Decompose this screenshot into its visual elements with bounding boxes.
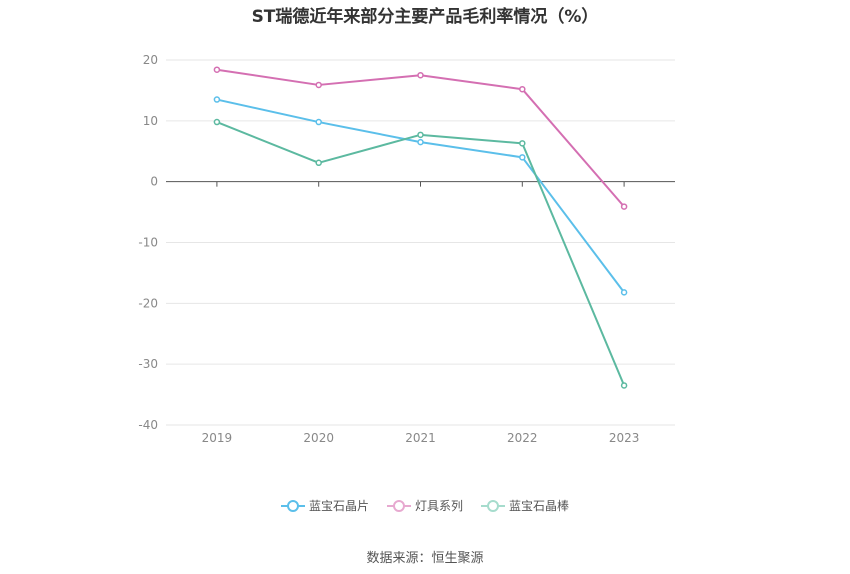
chart-title: ST瑞德近年来部分主要产品毛利率情况（%） — [251, 7, 599, 27]
data-point-series-0 — [315, 118, 322, 126]
legend-marker-icon — [481, 499, 505, 512]
data-point-series-2 — [315, 159, 322, 167]
y-tick-label: -20 — [138, 296, 158, 310]
legend-marker-icon — [280, 499, 305, 512]
data-point-series-1 — [213, 66, 221, 73]
data-point-series-1 — [519, 85, 526, 93]
legend-label: 灯具系列 — [414, 499, 463, 513]
legend-item-series-1[interactable]: 灯具系列 — [386, 497, 463, 514]
data-point-series-2 — [417, 131, 424, 139]
legend-item-series-2[interactable]: 蓝宝石晶棒 — [481, 497, 569, 514]
x-tick-label: 2022 — [507, 431, 538, 445]
data-point-series-2 — [519, 140, 526, 147]
data-point-series-0 — [519, 154, 526, 161]
data-point-series-1 — [417, 71, 424, 79]
y-tick-label: -10 — [138, 236, 158, 250]
legend-label: 蓝宝石晶棒 — [509, 499, 570, 513]
y-tick-label: -40 — [138, 418, 158, 432]
x-tick-label: 2023 — [609, 431, 640, 445]
y-tick-label: 10 — [143, 114, 158, 128]
line-chart: 20 10 0 -10 -20 -30 -40 2019 2020 2021 2022 2023 — [138, 53, 675, 445]
x-tick-label: 2020 — [303, 431, 334, 445]
data-point-series-2 — [213, 118, 221, 126]
data-point-series-0 — [417, 138, 424, 146]
source-note: 数据来源：恒生聚源 — [366, 551, 484, 566]
data-point-series-0 — [620, 289, 628, 296]
x-tick-label: 2019 — [202, 431, 233, 445]
legend-item-series-0[interactable]: 蓝宝石晶片 — [280, 497, 369, 514]
legend-label: 蓝宝石晶片 — [308, 499, 369, 513]
legend: 蓝宝石晶片 灯具系列 蓝宝石晶棒 — [0, 497, 850, 514]
series-line-2 — [216, 121, 626, 386]
data-point-series-1 — [315, 81, 322, 89]
y-tick-label: 20 — [143, 53, 158, 67]
data-point-series-0 — [213, 96, 221, 103]
data-point-series-2 — [620, 382, 628, 389]
x-tick-label: 2021 — [405, 431, 436, 445]
series-line-0 — [216, 98, 625, 293]
y-tick-label: -30 — [138, 357, 158, 371]
data-point-series-1 — [620, 203, 628, 210]
y-tick-label: 0 — [150, 175, 158, 189]
legend-marker-icon — [386, 499, 411, 512]
